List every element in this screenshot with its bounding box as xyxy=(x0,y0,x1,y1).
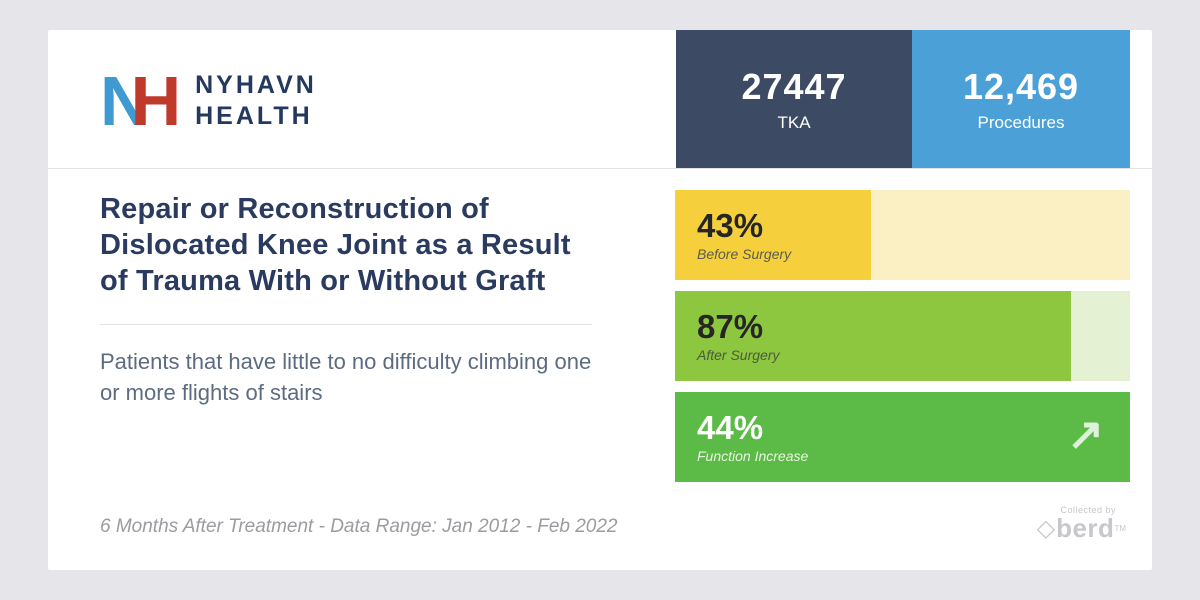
collected-by-label: Collected by xyxy=(1060,505,1116,515)
bar-function-increase-content: 44% Function Increase xyxy=(697,392,808,482)
bar-after-surgery-percent: 87% xyxy=(697,307,764,345)
bar-function-increase: 44% Function Increase ↗ xyxy=(675,392,1130,482)
bar-function-increase-percent: 44% xyxy=(697,408,764,446)
bar-before-surgery: 43% Before Surgery xyxy=(675,190,1130,280)
bar-after-surgery-fill xyxy=(675,291,1071,381)
oberd-brand-text: berd xyxy=(1056,513,1115,543)
oberd-logo: ◇ berd TM xyxy=(1037,513,1126,544)
bar-before-surgery-content: 43% Before Surgery xyxy=(697,190,791,280)
logo-letter-n: N xyxy=(100,62,151,140)
procedure-title: Repair or Reconstruction of Dislocated K… xyxy=(100,193,571,297)
trend-up-arrow-icon: ↗ xyxy=(1067,410,1104,460)
stat-procedures: 12,469 Procedures xyxy=(912,30,1130,168)
bar-before-surgery-label: Before Surgery xyxy=(697,246,792,263)
nyhavn-health-logo: N H NYHAVN HEALTH xyxy=(100,66,317,136)
stat-procedures-label: Procedures xyxy=(977,112,1065,132)
infographic-card: N H NYHAVN HEALTH 27447 TKA 12,469 Proce… xyxy=(48,30,1152,570)
oberd-diamond-icon: ◇ xyxy=(1036,514,1056,542)
logo-letter-h: H xyxy=(130,62,182,140)
logo-wordmark: NYHAVN HEALTH xyxy=(195,70,317,133)
logo-monogram: N H xyxy=(100,66,181,136)
stat-tka-value: 27447 xyxy=(741,65,847,107)
percentage-bar-chart: 43% Before Surgery 87% After Surgery 44%… xyxy=(675,190,1130,493)
bar-function-increase-label: Function Increase xyxy=(697,448,809,465)
logo-name-top: NYHAVN xyxy=(195,70,317,99)
bar-after-surgery: 87% After Surgery xyxy=(675,291,1130,381)
stat-tka: 27447 TKA xyxy=(676,30,912,168)
title-divider xyxy=(100,323,592,325)
oberd-attribution: Collected by ◇ berd TM xyxy=(1037,505,1126,544)
bar-before-surgery-percent: 43% xyxy=(697,206,764,244)
bar-after-surgery-label: After Surgery xyxy=(697,347,780,364)
bar-after-surgery-content: 87% After Surgery xyxy=(697,291,779,381)
stat-tka-label: TKA xyxy=(777,112,811,132)
logo-name-bottom: HEALTH xyxy=(195,102,313,130)
data-range-note: 6 Months After Treatment - Data Range: J… xyxy=(100,516,618,537)
stats-group: 27447 TKA 12,469 Procedures xyxy=(676,30,1130,168)
stat-procedures-value: 12,469 xyxy=(962,65,1080,107)
bar-before-surgery-fill xyxy=(675,190,871,280)
procedure-subtitle: Patients that have little to no difficul… xyxy=(100,348,592,405)
trademark-symbol: TM xyxy=(1114,524,1126,533)
description-column: Repair or Reconstruction of Dislocated K… xyxy=(100,192,592,408)
header-divider xyxy=(48,168,1152,169)
bar-function-increase-fill xyxy=(675,392,1130,482)
